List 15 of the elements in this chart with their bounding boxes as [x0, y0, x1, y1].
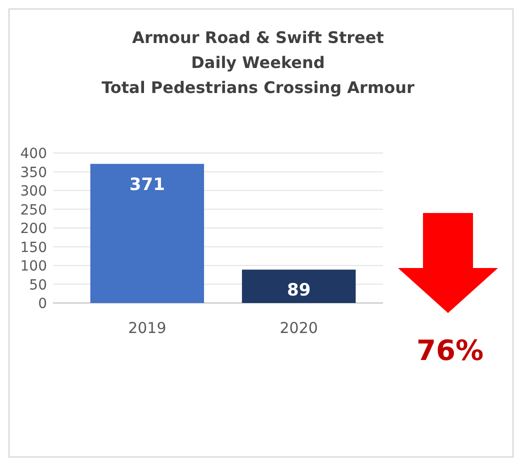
y-tick-label: 300 [20, 184, 47, 200]
x-tick-label: 2020 [280, 319, 318, 337]
y-tick-label: 250 [20, 202, 47, 218]
text: 76% [416, 334, 484, 367]
y-tick-label: 100 [20, 258, 47, 274]
data-label: 89 [286, 280, 311, 301]
y-tick-label: 400 [20, 146, 47, 162]
y-tick-label: 50 [29, 277, 47, 294]
y-tick-label: 200 [20, 221, 47, 237]
y-tick-label: 0 [38, 296, 47, 312]
y-tick-label: 150 [20, 240, 47, 256]
data-label: 371 [129, 174, 165, 195]
chart-title: Armour Road & Swift Street Daily Weekend Total Pedestrians Crossing Armour [102, 28, 414, 97]
x-tick-label: 2019 [128, 319, 166, 337]
y-tick-label: 350 [20, 164, 47, 181]
